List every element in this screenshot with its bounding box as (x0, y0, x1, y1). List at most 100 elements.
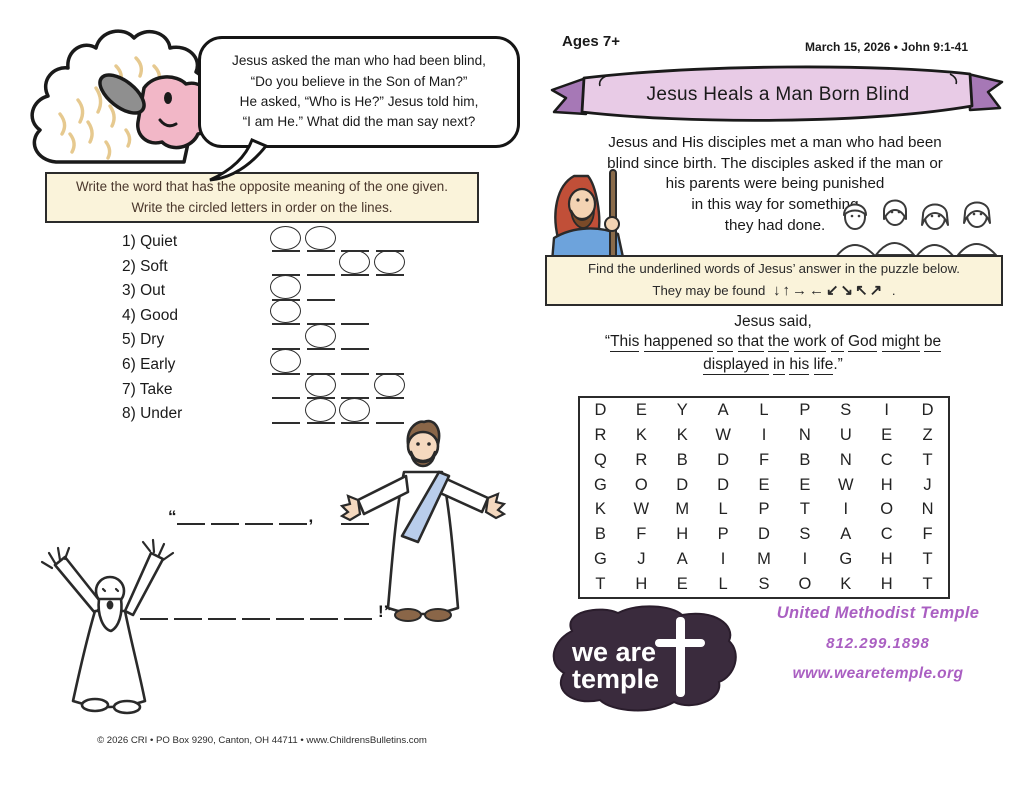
letter-cell[interactable]: U (839, 425, 852, 444)
answer-blank[interactable] (304, 397, 336, 424)
letter-cell[interactable]: R (594, 425, 607, 444)
letter-cell[interactable]: F (922, 525, 933, 544)
letter-cell[interactable]: H (880, 575, 893, 594)
answer-blank[interactable] (140, 600, 168, 620)
letter-cell[interactable]: G (839, 550, 853, 569)
letter-cell[interactable]: H (676, 525, 689, 544)
answer-blank[interactable] (339, 250, 370, 277)
letter-cell[interactable]: C (880, 525, 893, 544)
letter-cell[interactable]: B (799, 450, 811, 469)
letter-cell[interactable]: H (880, 550, 893, 569)
letter-cell[interactable]: K (594, 500, 606, 519)
answer-blank[interactable] (375, 349, 404, 375)
letter-cell[interactable]: J (637, 550, 646, 569)
answer-blank[interactable] (270, 225, 301, 252)
letter-cell[interactable]: G (594, 475, 607, 494)
letter-cell[interactable]: A (840, 525, 852, 544)
answer-blank[interactable] (272, 324, 300, 350)
answer-blank[interactable] (176, 505, 205, 525)
answer-blank[interactable] (278, 505, 307, 525)
letter-cell[interactable]: C (880, 450, 893, 469)
answer-blank[interactable] (306, 299, 335, 326)
letter-cell[interactable]: E (676, 575, 688, 594)
answer-blank[interactable] (270, 348, 301, 375)
letter-cell[interactable]: K (676, 425, 688, 444)
answer-blank[interactable] (242, 600, 270, 620)
letter-cell[interactable]: G (594, 550, 607, 569)
answer-blank[interactable] (304, 323, 336, 350)
answer-blank[interactable] (270, 274, 301, 301)
letter-cell[interactable]: O (634, 475, 648, 494)
letter-cell[interactable]: T (799, 500, 810, 519)
letter-cell[interactable]: N (798, 425, 811, 444)
answer-blank[interactable] (270, 299, 301, 326)
letter-cell[interactable]: O (880, 500, 894, 519)
answer-blank[interactable] (341, 349, 369, 375)
letter-cell[interactable]: L (759, 400, 769, 419)
answer-blank[interactable] (272, 250, 300, 277)
letter-cell[interactable]: T (922, 450, 933, 469)
letter-cell[interactable]: L (718, 500, 728, 519)
answer-blank[interactable] (210, 505, 239, 525)
answer-blank[interactable] (341, 373, 369, 400)
letter-cell[interactable]: L (718, 575, 728, 594)
letter-cell[interactable]: S (758, 575, 770, 594)
letter-cell[interactable]: T (595, 575, 606, 594)
letter-cell[interactable]: F (636, 525, 647, 544)
answer-blank[interactable] (306, 349, 335, 375)
letter-cell[interactable]: E (758, 475, 770, 494)
letter-cell[interactable]: S (799, 525, 811, 544)
letter-cell[interactable]: D (717, 475, 730, 494)
answer-blank[interactable] (341, 299, 369, 326)
letter-cell[interactable]: H (635, 575, 648, 594)
letter-cell[interactable]: N (839, 450, 852, 469)
letter-cell[interactable]: D (717, 450, 730, 469)
letter-cell[interactable]: B (594, 525, 606, 544)
answer-blank[interactable] (341, 324, 369, 350)
letter-cell[interactable]: O (798, 575, 812, 594)
letter-cell[interactable]: W (715, 425, 731, 444)
letter-cell[interactable]: Y (676, 400, 688, 419)
letter-cell[interactable]: W (837, 475, 854, 494)
letter-cell[interactable]: M (757, 550, 771, 569)
answer-blank[interactable] (341, 505, 370, 525)
letter-cell[interactable]: D (676, 475, 689, 494)
answer-blank[interactable] (310, 600, 338, 620)
answer-blank[interactable] (375, 226, 404, 252)
answer-blank[interactable] (375, 398, 404, 424)
letter-cell[interactable]: S (840, 400, 852, 419)
answer-blank[interactable] (306, 250, 335, 277)
answer-blank[interactable] (174, 600, 202, 620)
letter-cell[interactable]: P (758, 500, 770, 519)
answer-blank[interactable] (272, 398, 300, 424)
letter-cell[interactable]: B (676, 450, 688, 469)
letter-cell[interactable]: I (720, 550, 726, 569)
letter-cell[interactable]: I (761, 425, 767, 444)
letter-cell[interactable]: D (921, 400, 934, 419)
letter-cell[interactable]: R (635, 450, 648, 469)
letter-cell[interactable]: Q (594, 450, 607, 469)
answer-blank[interactable] (339, 397, 370, 424)
answer-blank[interactable] (373, 373, 405, 400)
letter-cell[interactable]: K (635, 425, 647, 444)
letter-cell[interactable]: J (923, 475, 932, 494)
letter-cell[interactable]: W (633, 500, 650, 519)
letter-cell[interactable]: I (802, 550, 808, 569)
letter-cell[interactable]: T (922, 575, 933, 594)
answer-blank[interactable] (304, 373, 336, 400)
answer-blank[interactable] (373, 250, 405, 277)
answer-blank[interactable] (341, 226, 369, 252)
answer-blank[interactable] (276, 600, 304, 620)
letter-cell[interactable]: E (881, 425, 893, 444)
letter-cell[interactable]: A (676, 550, 688, 569)
letter-cell[interactable]: E (799, 475, 811, 494)
letter-cell[interactable]: H (880, 475, 893, 494)
answer-blank[interactable] (306, 275, 335, 301)
answer-blank[interactable] (208, 600, 236, 620)
letter-cell[interactable]: A (717, 400, 729, 419)
letter-cell[interactable]: Z (922, 425, 933, 444)
letter-cell[interactable]: M (675, 500, 690, 519)
letter-cell[interactable]: N (921, 500, 934, 519)
letter-cell[interactable]: D (594, 400, 607, 419)
letter-cell[interactable]: D (758, 525, 770, 544)
